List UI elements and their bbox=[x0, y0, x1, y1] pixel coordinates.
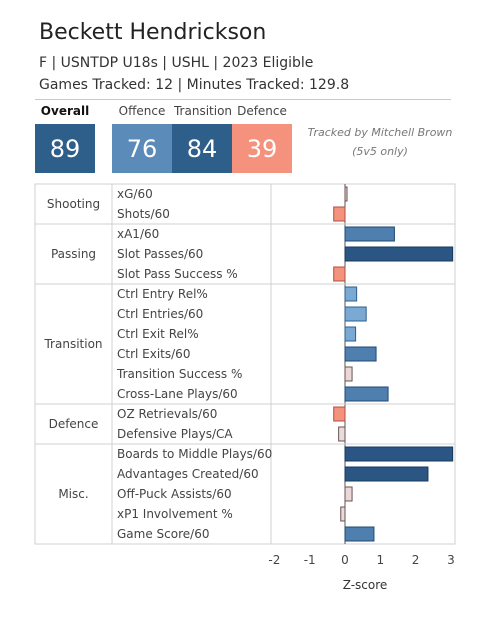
metric-bar bbox=[344, 526, 375, 542]
metric-label: Boards to Middle Plays/60 bbox=[117, 447, 272, 461]
metric-bar bbox=[344, 226, 395, 242]
defence-label: Defence bbox=[237, 104, 287, 118]
metric-label: xG/60 bbox=[117, 187, 153, 201]
metric-label: Off-Puck Assists/60 bbox=[117, 487, 232, 501]
overall-score: 89 bbox=[35, 124, 95, 173]
metric-label: Slot Passes/60 bbox=[117, 247, 203, 261]
tracked-scope-note: (5v5 only) bbox=[352, 145, 408, 158]
metric-bar bbox=[344, 366, 353, 382]
metric-label: OZ Retrievals/60 bbox=[117, 407, 217, 421]
metric-bar bbox=[344, 346, 377, 362]
transition-score: 84 bbox=[172, 124, 232, 173]
metric-bar bbox=[344, 446, 454, 462]
group-label: Shooting bbox=[47, 197, 100, 211]
metric-bar bbox=[344, 286, 358, 302]
group-label: Defence bbox=[49, 417, 99, 431]
x-tick-label: 1 bbox=[376, 553, 384, 567]
metric-label: Advantages Created/60 bbox=[117, 467, 259, 481]
metric-label: xA1/60 bbox=[117, 227, 159, 241]
metric-label: Ctrl Exits/60 bbox=[117, 347, 190, 361]
player-info: F | USNTDP U18s | USHL | 2023 Eligible bbox=[39, 55, 314, 71]
metric-bar bbox=[344, 386, 389, 402]
metric-bar bbox=[344, 466, 429, 482]
group-label: Passing bbox=[51, 247, 96, 261]
metric-label: Slot Pass Success % bbox=[117, 267, 238, 281]
metric-bar bbox=[333, 266, 346, 282]
metric-bar bbox=[333, 206, 346, 222]
defence-score: 39 bbox=[232, 124, 292, 173]
x-tick-label: -2 bbox=[268, 553, 280, 567]
metric-bar bbox=[333, 406, 346, 422]
x-axis-title: Z-score bbox=[342, 578, 388, 592]
chart-frame bbox=[34, 183, 456, 545]
offence-label: Offence bbox=[118, 104, 166, 118]
metric-bar bbox=[344, 486, 353, 502]
metric-bar bbox=[344, 306, 367, 322]
group-label: Misc. bbox=[58, 487, 88, 501]
metric-label: Shots/60 bbox=[117, 207, 170, 221]
metric-bar bbox=[338, 426, 346, 442]
metric-bar bbox=[344, 186, 348, 202]
metric-label: xP1 Involvement % bbox=[117, 507, 233, 521]
group-label: Transition bbox=[43, 337, 102, 351]
x-tick-label: 2 bbox=[412, 553, 420, 567]
metric-label: Ctrl Exit Rel% bbox=[117, 327, 199, 341]
metric-label: Game Score/60 bbox=[117, 527, 209, 541]
x-tick-label: 3 bbox=[447, 553, 455, 567]
metric-label: Ctrl Entries/60 bbox=[117, 307, 203, 321]
metric-label: Transition Success % bbox=[116, 367, 242, 381]
metric-label: Cross-Lane Plays/60 bbox=[117, 387, 238, 401]
metric-bar bbox=[340, 506, 346, 522]
metric-bar bbox=[344, 326, 357, 342]
transition-label: Transition bbox=[173, 104, 233, 118]
tracked-by-note: Tracked by Mitchell Brown bbox=[307, 126, 453, 139]
header-divider bbox=[35, 99, 451, 100]
x-tick-label: 0 bbox=[341, 553, 349, 567]
x-tick-label: -1 bbox=[304, 553, 316, 567]
metric-label: Ctrl Entry Rel% bbox=[117, 287, 208, 301]
metric-bar bbox=[344, 246, 454, 262]
player-name: Beckett Hendrickson bbox=[39, 20, 267, 45]
offence-score: 76 bbox=[112, 124, 172, 173]
tracking-summary: Games Tracked: 12 | Minutes Tracked: 129… bbox=[39, 77, 350, 93]
overall-label: Overall bbox=[40, 104, 90, 118]
metric-label: Defensive Plays/CA bbox=[117, 427, 233, 441]
